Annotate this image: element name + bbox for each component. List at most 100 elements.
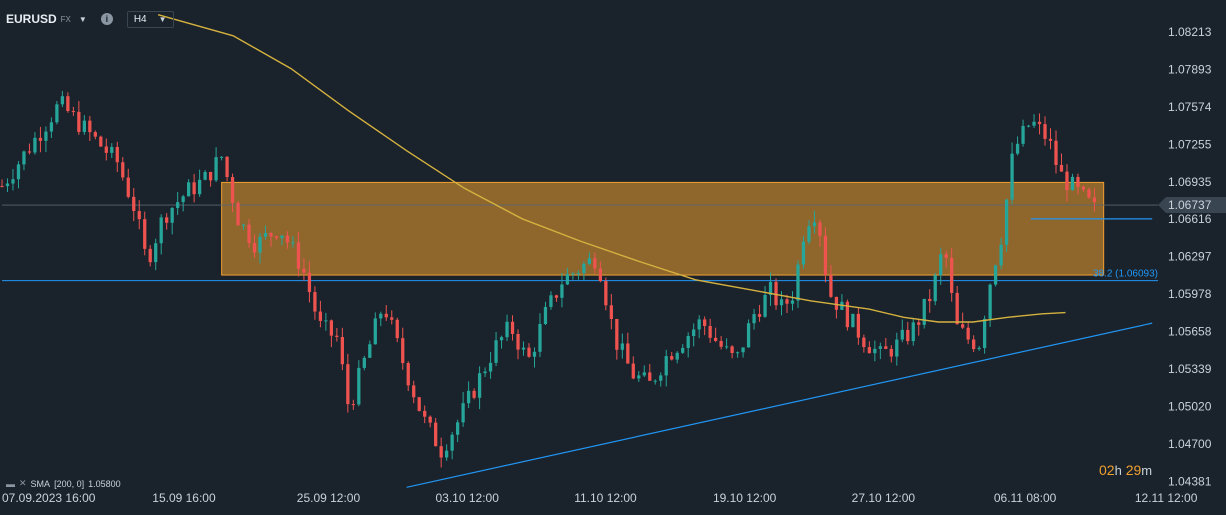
candle-body <box>313 292 317 312</box>
candle-body <box>362 357 366 368</box>
candle-body <box>670 356 674 360</box>
candle-body <box>208 171 213 181</box>
candle-body <box>285 235 290 243</box>
indicator-settings-icon[interactable]: ▬ <box>6 478 15 489</box>
candle-body <box>565 274 570 285</box>
candle-body <box>944 254 948 258</box>
candle-body <box>873 348 877 354</box>
candle-body <box>823 235 828 275</box>
close-icon[interactable]: ✕ <box>19 478 27 488</box>
candle-body <box>757 314 762 317</box>
candle-body <box>527 347 531 357</box>
candle-body <box>604 281 608 306</box>
chevron-down-icon: ▼ <box>158 14 167 24</box>
candle-body <box>675 352 679 360</box>
fib-level-label: 38.2 (1.06093) <box>1093 269 1158 280</box>
candle-body <box>708 325 712 338</box>
y-axis-tick-label: 1.05339 <box>1168 362 1212 376</box>
candle-body <box>851 313 855 328</box>
candle-body <box>878 346 882 349</box>
candle-body <box>307 272 312 293</box>
candle-body <box>1015 143 1020 154</box>
candle-body <box>505 321 509 338</box>
info-icon[interactable]: i <box>100 13 113 25</box>
timeframe-select[interactable]: H4 ▼ <box>126 10 174 28</box>
candle-body <box>324 320 328 322</box>
candle-body <box>917 322 921 325</box>
candle-body <box>395 319 399 339</box>
candle-body <box>681 347 685 353</box>
candle-body <box>1032 121 1036 126</box>
countdown-hours-unit: h <box>1114 463 1122 478</box>
candle-body <box>247 224 251 243</box>
countdown-minutes-unit: m <box>1141 463 1153 478</box>
candle-body <box>703 319 707 326</box>
candle-body <box>1092 197 1097 203</box>
candle-body <box>82 120 86 133</box>
candle-body <box>291 242 295 244</box>
candle-body <box>1059 164 1064 172</box>
candle-body <box>197 179 202 195</box>
symbol-name[interactable]: EURUSD <box>6 12 57 26</box>
chevron-down-icon[interactable]: ▼ <box>78 14 87 24</box>
candle-body <box>219 156 224 158</box>
indicator-legend[interactable]: ▬ ✕ SMA [200, 0] 1.05800 <box>6 478 121 489</box>
candle-body <box>977 347 981 350</box>
candle-body <box>1076 176 1080 187</box>
candle-body <box>933 275 937 302</box>
y-axis-tick-label: 1.08213 <box>1168 25 1212 39</box>
candle-body <box>461 403 465 423</box>
candle-body <box>549 295 553 307</box>
candle-body <box>653 380 657 382</box>
indicator-params: [200, 0] <box>54 478 85 489</box>
support-trendline <box>406 322 1153 488</box>
candle-body <box>477 373 482 398</box>
candle-body <box>11 179 15 184</box>
candle-body <box>71 111 76 113</box>
candle-body <box>280 235 284 239</box>
candle-body <box>774 281 778 306</box>
candle-body <box>724 346 729 348</box>
y-axis-tick-label: 1.07574 <box>1168 100 1212 114</box>
candle-body <box>159 217 163 244</box>
candle-body <box>812 222 817 227</box>
candle-body <box>790 300 795 304</box>
candle-body <box>165 217 169 223</box>
candle-body <box>93 132 97 137</box>
candle-body <box>335 335 339 337</box>
candle-body <box>274 236 279 239</box>
x-axis-tick-label: 07.09.2023 16:00 <box>2 491 96 505</box>
candle-body <box>510 321 515 334</box>
candle-body <box>834 296 839 310</box>
candle-body <box>230 177 235 203</box>
candle-body <box>889 348 893 357</box>
candle-body <box>741 347 745 353</box>
candle-body <box>466 390 471 404</box>
candle-body <box>631 363 635 379</box>
sma-line <box>157 14 1066 323</box>
x-axis-tick-label: 15.09 16:00 <box>152 491 216 505</box>
y-axis-tick-label: 1.07893 <box>1168 62 1212 76</box>
chart-header: EURUSD FX ▼ i H4 ▼ <box>6 8 174 30</box>
candle-body <box>1037 121 1042 125</box>
candle-body <box>483 371 487 374</box>
candle-countdown: 02h 29m <box>1099 462 1152 478</box>
candle-body <box>900 329 904 340</box>
y-axis-tick-label: 1.05020 <box>1168 399 1212 413</box>
candle-body <box>972 339 976 350</box>
candle-body <box>110 146 114 153</box>
candle-body <box>785 299 789 304</box>
candle-body <box>148 248 152 263</box>
candle-body <box>55 104 59 123</box>
candle-body <box>439 446 443 458</box>
candle-body <box>329 320 334 336</box>
x-axis-tick-label: 27.10 12:00 <box>852 491 916 505</box>
candle-body <box>576 273 581 275</box>
candle-body <box>648 372 652 381</box>
candle-body <box>1065 171 1069 191</box>
candle-body <box>66 96 70 112</box>
candle-body <box>99 136 103 147</box>
x-axis-tick-label: 11.10 12:00 <box>574 491 637 505</box>
candle-body <box>121 162 125 178</box>
